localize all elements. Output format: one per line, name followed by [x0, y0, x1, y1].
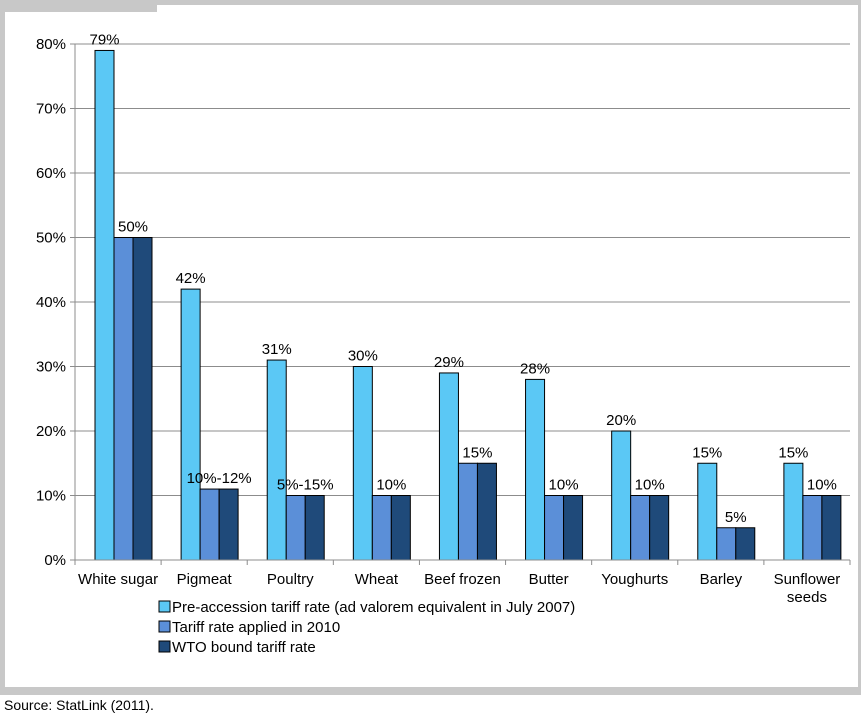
- legend-swatch: [158, 600, 171, 613]
- x-tick-label: Beef frozen: [424, 571, 501, 588]
- y-tick-label: 50%: [36, 230, 66, 247]
- data-label: 15%: [462, 444, 492, 461]
- bar: [525, 378, 546, 561]
- y-tick-label: 10%: [36, 488, 66, 505]
- data-label: 50%: [118, 219, 148, 236]
- bar: [132, 237, 153, 561]
- bar: [630, 495, 651, 561]
- tariff-bar-chart: 0% 10% 20% 30% 40% 50% 60% 70% 80% 79% 50% 42% 10%-…: [36, 31, 851, 656]
- data-label: 10%: [376, 477, 406, 494]
- legend-label: WTO bound tariff rate: [172, 639, 316, 656]
- y-tick-label: 80%: [36, 36, 66, 53]
- data-label: 29%: [434, 354, 464, 371]
- x-tick-label: Sunflower: [774, 571, 841, 588]
- bar: [563, 495, 584, 561]
- gridlines: [75, 43, 850, 561]
- bar: [457, 462, 478, 561]
- bar: [94, 49, 115, 561]
- x-tick-label: Wheat: [355, 571, 399, 588]
- bar: [716, 527, 737, 561]
- data-label: 10%: [635, 477, 665, 494]
- footer-divider: [0, 690, 861, 695]
- data-label: 28%: [520, 360, 550, 377]
- data-label: 30%: [348, 348, 378, 365]
- y-tick-label: 20%: [36, 423, 66, 440]
- data-label: 20%: [606, 412, 636, 429]
- bar: [611, 430, 632, 561]
- legend: Pre-accession tariff rate (ad valorem eq…: [158, 599, 575, 656]
- bar: [697, 462, 718, 561]
- bar: [821, 495, 842, 561]
- bar: [390, 495, 411, 561]
- bar: [544, 495, 565, 561]
- bar: [285, 495, 306, 561]
- data-label: 31%: [262, 341, 292, 358]
- bar: [180, 288, 201, 561]
- bar: [649, 495, 670, 561]
- bar: [352, 366, 373, 561]
- frame-tab: [0, 0, 157, 12]
- bar: [371, 495, 392, 561]
- data-label: 79%: [89, 31, 119, 48]
- bar: [476, 462, 497, 561]
- bar: [802, 495, 823, 561]
- bar: [438, 372, 459, 561]
- data-label: 5%-15%: [277, 477, 334, 494]
- legend-swatch: [158, 620, 171, 633]
- x-tick-label: White sugar: [78, 571, 158, 588]
- data-label: 15%: [778, 444, 808, 461]
- bar: [304, 495, 325, 561]
- data-label: 15%: [692, 444, 722, 461]
- bar: [199, 488, 220, 561]
- x-axis: White sugar Pigmeat Poultry Wheat Beef froze…: [74, 559, 851, 606]
- x-tick-label: Youghurts: [601, 571, 668, 588]
- bars: [94, 49, 842, 561]
- data-label: 10%: [807, 477, 837, 494]
- data-label: 10%: [549, 477, 579, 494]
- y-tick-label: 30%: [36, 359, 66, 376]
- x-tick-label: Barley: [700, 571, 743, 588]
- bar: [735, 527, 756, 561]
- legend-label: Pre-accession tariff rate (ad valorem eq…: [172, 599, 575, 616]
- bar: [266, 359, 287, 561]
- data-labels: 79% 50% 42% 10%-12% 31% 5%-15% 30% 10% 29% 15% 28%…: [89, 31, 836, 525]
- y-tick-label: 40%: [36, 294, 66, 311]
- data-label: 10%-12%: [187, 470, 252, 487]
- y-tick-label: 70%: [36, 101, 66, 118]
- bar: [218, 488, 239, 561]
- y-tick-label: 60%: [36, 165, 66, 182]
- bar: [113, 237, 134, 561]
- x-tick-label: Butter: [529, 571, 569, 588]
- x-tick-label: seeds: [787, 589, 827, 606]
- legend-swatch: [158, 640, 171, 653]
- data-label: 42%: [176, 270, 206, 287]
- x-tick-label: Poultry: [267, 571, 314, 588]
- data-label: 5%: [725, 509, 747, 526]
- y-axis: 0% 10% 20% 30% 40% 50% 60% 70% 80%: [36, 36, 76, 569]
- legend-label: Tariff rate applied in 2010: [172, 619, 340, 636]
- source-note: Source: StatLink (2011).: [4, 697, 154, 713]
- bar: [783, 462, 804, 561]
- x-tick-label: Pigmeat: [177, 571, 233, 588]
- y-tick-label: 0%: [44, 552, 66, 569]
